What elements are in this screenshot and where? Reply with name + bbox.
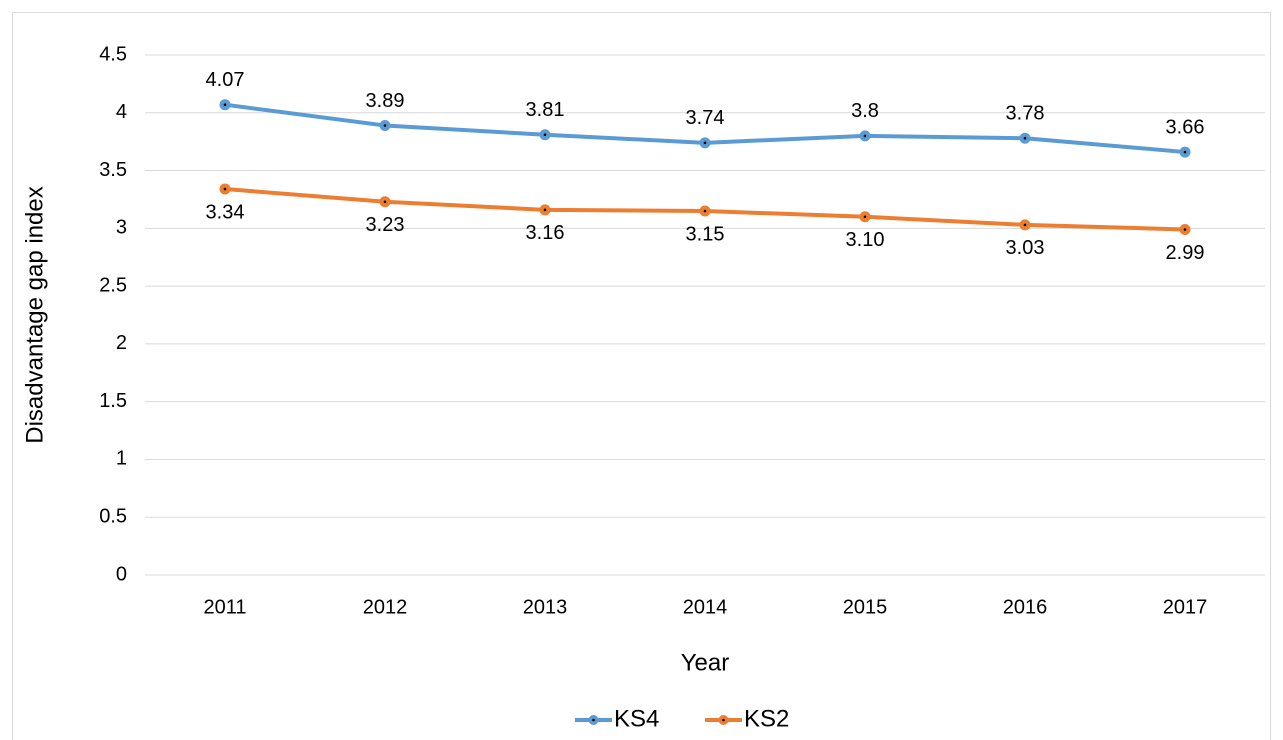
point-center xyxy=(223,103,227,106)
point-center xyxy=(703,209,707,213)
data-label: 3.03 xyxy=(1006,237,1045,259)
x-tick-label: 2014 xyxy=(683,596,728,618)
point-center xyxy=(1183,150,1187,154)
legend-label: KS2 xyxy=(744,705,789,732)
y-tick-label: 4 xyxy=(116,101,127,123)
y-tick-label: 3.5 xyxy=(99,159,127,181)
data-label: 3.66 xyxy=(1166,116,1205,138)
x-tick-label: 2013 xyxy=(523,596,568,618)
y-tick-label: 2 xyxy=(116,332,127,354)
data-label: 3.89 xyxy=(366,90,405,112)
y-tick-label: 2.5 xyxy=(99,274,127,296)
x-tick-label: 2012 xyxy=(363,596,408,618)
point-center xyxy=(1023,136,1027,140)
legend-marker-center xyxy=(722,718,725,722)
x-tick-label: 2011 xyxy=(203,596,246,618)
y-tick-label: 1.5 xyxy=(99,390,127,412)
data-label: 3.81 xyxy=(526,99,565,121)
point-center xyxy=(1023,223,1027,227)
legend-label: KS4 xyxy=(614,705,659,732)
data-label: 2.99 xyxy=(1166,242,1205,264)
data-label: 3.78 xyxy=(1006,102,1045,124)
x-tick-label: 2015 xyxy=(843,596,888,618)
point-center xyxy=(703,141,707,145)
y-tick-label: 1 xyxy=(116,448,127,470)
data-label: 3.23 xyxy=(366,214,405,236)
point-center xyxy=(1183,228,1187,231)
y-tick-label: 4.5 xyxy=(99,43,127,65)
y-tick-label: 0 xyxy=(116,563,127,585)
data-label: 3.15 xyxy=(686,223,725,245)
point-center xyxy=(543,133,547,137)
point-center xyxy=(383,124,387,127)
x-tick-label: 2017 xyxy=(1163,596,1208,618)
point-center xyxy=(223,187,227,191)
point-center xyxy=(863,134,867,138)
data-label: 3.16 xyxy=(526,222,565,244)
data-label: 3.34 xyxy=(206,201,245,223)
legend-marker-center xyxy=(592,718,595,722)
data-label: 4.07 xyxy=(206,69,245,91)
point-center xyxy=(383,200,387,204)
point-center xyxy=(543,208,547,212)
data-label: 3.8 xyxy=(851,100,879,122)
y-tick-label: 3 xyxy=(116,217,127,239)
y-tick-label: 0.5 xyxy=(99,506,127,528)
y-axis-title: Disadvantage gap index xyxy=(21,186,48,444)
x-tick-label: 2016 xyxy=(1003,596,1048,618)
x-axis-title: Year xyxy=(681,649,730,676)
data-label: 3.74 xyxy=(686,107,725,129)
point-center xyxy=(863,215,867,219)
data-label: 3.10 xyxy=(846,229,885,251)
chart-border xyxy=(12,12,1271,740)
